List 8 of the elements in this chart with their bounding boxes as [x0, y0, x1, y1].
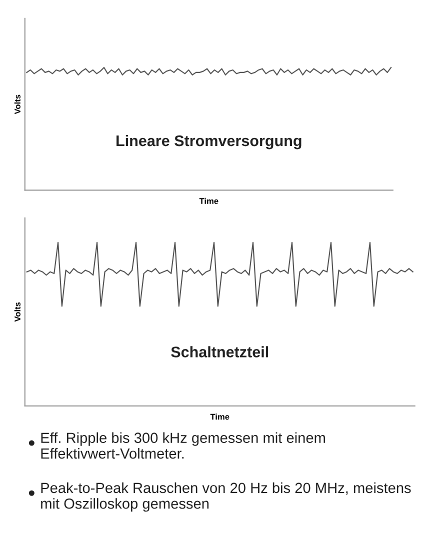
x-axis-title: Time: [210, 414, 230, 420]
text: Peak-to-Peak Rauschen von 20 Hz bis 20 MHz, meistens mit Oszilloskop gemessen: [41, 482, 411, 512]
text: Eff. Ripple bis 300 kHz gemessen mit einem Effektivwert-Voltmeter.: [41, 432, 325, 459]
text: Schaltnetzteil: [171, 346, 268, 358]
x-axis-title: Time: [199, 198, 218, 204]
y-axis-title: Volts: [14, 94, 20, 114]
y-axis-title: Volts: [14, 302, 20, 322]
text: Lineare Stromversorgung: [116, 134, 302, 150]
